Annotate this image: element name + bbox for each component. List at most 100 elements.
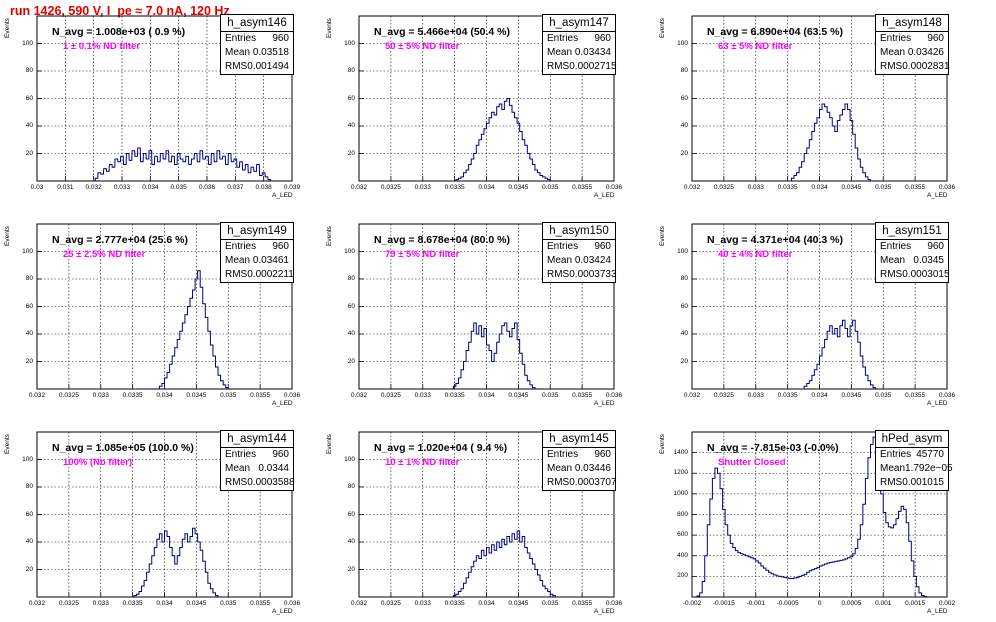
histogram-bin <box>499 334 502 389</box>
y-tick-label: 80 <box>25 67 33 74</box>
x-tick-label: 0.036 <box>605 600 623 607</box>
histogram-pad-h_asym149: 20 40 60 80 100 0.032 0.0325 0.033 0.0335 0.034 0.… <box>4 222 300 407</box>
histogram-bin <box>471 331 474 389</box>
y-tick-label: 40 <box>25 538 33 545</box>
stats-key: RMS <box>225 269 248 280</box>
stats-value: 0.03518 <box>252 47 289 58</box>
y-tick-label: 40 <box>680 122 688 129</box>
histogram-bin <box>471 159 474 181</box>
histogram-bin <box>187 542 190 597</box>
histogram-bin <box>142 586 145 597</box>
stats-value: 960 <box>272 449 289 460</box>
x-tick-label: 0.034 <box>811 184 828 191</box>
y-tick-label: 60 <box>25 94 33 102</box>
histogram-bin <box>873 388 876 389</box>
histogram-bin <box>147 572 150 597</box>
histogram-bin <box>210 345 213 389</box>
histogram-bin <box>461 370 464 389</box>
stats-box: h_asym151 Entries 960 Mean 0.0345 RMS 0.000301… <box>875 222 950 283</box>
stats-key: Mean <box>547 47 573 58</box>
histogram-bin <box>822 565 825 597</box>
histogram-bin <box>512 112 515 181</box>
histogram-bin <box>543 177 546 181</box>
x-tick-label: 0.033 <box>113 184 131 191</box>
histogram-line <box>452 530 556 597</box>
x-tick-label: 0.032 <box>28 600 46 607</box>
histogram-bin <box>848 110 851 182</box>
x-tick-label: 0.034 <box>156 600 173 607</box>
histogram-bin <box>245 165 248 182</box>
stats-row: Mean 0.03424 <box>543 254 615 268</box>
stats-key: RMS <box>225 61 248 72</box>
histogram-bin <box>710 499 713 597</box>
histogram-bin <box>515 323 518 389</box>
histogram-bin <box>799 576 802 597</box>
histogram-bin <box>210 589 213 597</box>
y-tick-label: 400 <box>677 551 688 559</box>
histogram-bin <box>240 162 243 181</box>
stats-box-title: h_asym150 <box>543 223 615 240</box>
stats-key: Entries <box>225 449 257 460</box>
histogram-bin <box>489 118 492 181</box>
filter-label: 63 ± 5% ND filter <box>718 41 793 52</box>
x-tick-label: 0.0325 <box>380 392 401 399</box>
histogram-bin <box>185 315 188 389</box>
stats-row: Mean 0.03446 <box>543 462 615 476</box>
histogram-bin <box>177 556 180 597</box>
histogram-bin <box>756 561 759 597</box>
histogram-bin <box>896 519 899 597</box>
x-tick-label: 0.0345 <box>186 392 207 399</box>
y-tick-label: 20 <box>680 149 688 157</box>
histogram-bin <box>144 581 147 598</box>
histogram-bin <box>170 548 173 598</box>
histogram-bin <box>820 110 823 182</box>
y-axis-label: Events <box>4 18 11 38</box>
histogram-bin <box>743 555 746 597</box>
x-tick-label: 0.036 <box>283 600 301 607</box>
histogram-bin <box>522 140 525 181</box>
histogram-bin <box>830 118 833 181</box>
y-tick-label: 800 <box>677 510 688 518</box>
histogram-bin <box>200 550 203 597</box>
histogram-bin <box>832 562 835 597</box>
histogram-bin <box>98 173 101 181</box>
x-tick-label: 0.033 <box>414 184 431 191</box>
stats-box: h_asym147 Entries 960 Mean 0.03434 RMS 0.00027… <box>542 14 617 75</box>
histogram-bin <box>735 551 738 597</box>
x-tick-label: 0.0335 <box>777 184 798 191</box>
histogram-bin <box>860 167 863 181</box>
histogram-bin <box>169 162 172 181</box>
x-tick-label: 0.032 <box>683 392 701 399</box>
histogram-bin <box>180 159 183 181</box>
x-tick-label: 0.0345 <box>841 184 862 191</box>
histogram-bin <box>206 156 209 181</box>
y-tick-label: 40 <box>25 330 33 337</box>
filter-label: 40 ± 4% ND filter <box>718 249 793 260</box>
stats-box: h_asym148 Entries 960 Mean 0.03426 RMS 0.00028… <box>875 14 950 75</box>
histogram-bin <box>189 165 192 182</box>
y-tick-label: 100 <box>344 39 355 47</box>
histogram-bin <box>129 160 132 181</box>
histogram-bin <box>216 596 219 597</box>
stats-row: RMS 0.0003588 <box>221 476 295 490</box>
histogram-bin <box>883 512 886 597</box>
y-tick-label: 100 <box>677 247 688 255</box>
y-tick-label: 40 <box>680 330 688 337</box>
x-tick-label: 0.033 <box>92 600 109 607</box>
histogram-bin <box>198 271 201 389</box>
x-tick-label: 0.0355 <box>572 184 593 191</box>
x-tick-label: 0.031 <box>57 184 74 191</box>
stats-key: Entries <box>880 449 912 460</box>
y-tick-label: 60 <box>347 94 355 102</box>
histogram-bin <box>198 542 201 597</box>
histogram-bin <box>832 334 835 389</box>
histogram-bin <box>776 576 779 597</box>
histogram-bin <box>825 564 828 597</box>
histogram-bin <box>237 167 240 181</box>
histogram-bin <box>476 334 479 389</box>
histogram-bin <box>243 170 246 181</box>
histogram-bin <box>193 528 196 597</box>
x-tick-label: 0.0355 <box>905 392 926 399</box>
x-tick-label: 0.03 <box>30 184 44 191</box>
x-tick-label: 0.034 <box>142 184 159 191</box>
